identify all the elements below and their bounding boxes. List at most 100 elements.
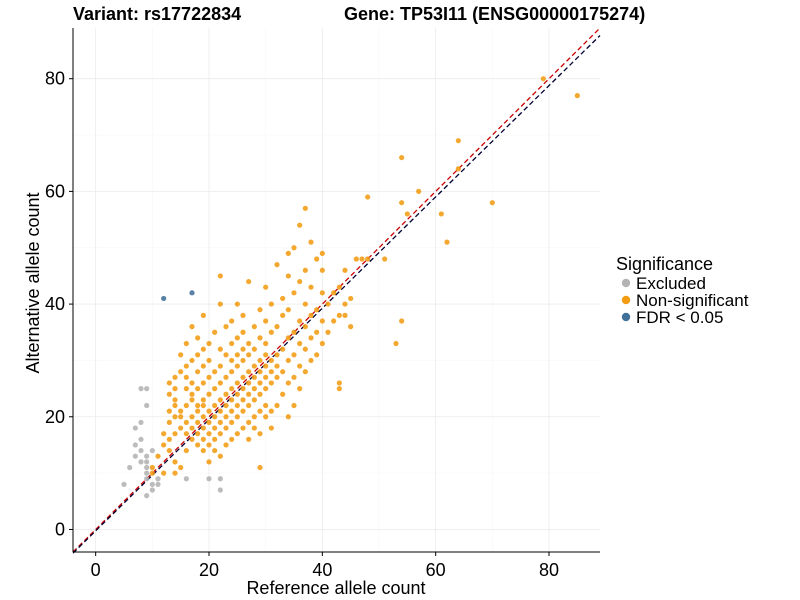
legend-label-non-significant: Non-significant: [636, 291, 749, 310]
point-non-significant: [263, 352, 269, 358]
x-tick-label: 0: [91, 560, 101, 580]
point-non-significant: [274, 352, 280, 358]
point-non-significant: [206, 431, 212, 437]
point-non-significant: [257, 380, 263, 386]
point-non-significant: [212, 402, 218, 409]
point-non-significant: [274, 374, 280, 380]
point-non-significant: [195, 431, 201, 437]
point-non-significant: [172, 431, 178, 437]
point-non-significant: [297, 318, 303, 324]
y-tick-label: 40: [45, 294, 65, 314]
point-non-significant: [217, 419, 223, 426]
y-tick-label: 0: [55, 519, 65, 539]
point-non-significant: [229, 397, 235, 403]
point-non-significant: [268, 329, 274, 335]
point-non-significant: [251, 397, 257, 403]
point-non-significant: [240, 346, 246, 352]
point-non-significant: [183, 340, 189, 347]
point-non-significant: [234, 335, 240, 341]
point-non-significant: [302, 301, 308, 307]
point-excluded: [132, 425, 138, 431]
point-non-significant: [251, 324, 257, 330]
point-non-significant: [268, 380, 274, 386]
point-excluded: [121, 481, 127, 487]
point-non-significant: [217, 380, 223, 386]
legend-title: Significance: [616, 254, 713, 274]
point-non-significant: [178, 408, 184, 414]
x-axis-title: Reference allele count: [246, 578, 425, 598]
point-non-significant: [302, 369, 308, 375]
point-non-significant: [161, 470, 167, 476]
point-non-significant: [285, 250, 291, 256]
point-non-significant: [297, 363, 303, 369]
point-non-significant: [246, 278, 252, 285]
point-non-significant: [234, 431, 240, 437]
point-non-significant: [200, 425, 206, 431]
point-non-significant: [223, 352, 229, 358]
point-non-significant: [189, 357, 195, 364]
point-non-significant: [331, 318, 337, 324]
point-non-significant: [200, 414, 206, 420]
point-non-significant: [183, 447, 189, 454]
point-non-significant: [234, 391, 240, 397]
point-non-significant: [223, 402, 229, 409]
grid: [73, 28, 600, 552]
point-non-significant: [195, 386, 201, 392]
point-non-significant: [263, 363, 269, 369]
point-non-significant: [229, 369, 235, 375]
point-non-significant: [223, 324, 229, 330]
point-non-significant: [195, 419, 201, 426]
legend: Significance Excluded Non-significant FD…: [616, 254, 749, 327]
y-tick-label: 20: [45, 407, 65, 427]
point-non-significant: [189, 391, 195, 397]
point-non-significant: [399, 154, 405, 161]
point-non-significant: [274, 363, 280, 369]
reference-lines: [72, 27, 601, 554]
point-non-significant: [348, 295, 354, 302]
point-excluded: [149, 447, 155, 454]
point-non-significant: [246, 419, 252, 426]
point-non-significant: [217, 346, 223, 352]
point-non-significant: [274, 262, 280, 268]
point-non-significant: [251, 374, 257, 380]
point-non-significant: [246, 391, 252, 397]
point-non-significant: [353, 256, 359, 262]
point-non-significant: [234, 363, 240, 369]
point-non-significant: [359, 256, 365, 262]
point-excluded: [144, 453, 150, 459]
point-non-significant: [263, 402, 269, 409]
point-non-significant: [212, 436, 218, 442]
point-non-significant: [399, 200, 405, 206]
gene-title: Gene: TP53I11 (ENSG00000175274): [344, 4, 645, 24]
point-fdr-0-05: [161, 295, 167, 302]
point-non-significant: [206, 357, 212, 364]
point-excluded: [155, 476, 161, 482]
y-tick-label: 80: [45, 69, 65, 89]
point-non-significant: [342, 301, 348, 307]
point-non-significant: [178, 369, 184, 375]
point-non-significant: [444, 239, 450, 245]
point-non-significant: [189, 436, 195, 442]
point-non-significant: [342, 267, 348, 273]
point-non-significant: [166, 391, 172, 397]
point-excluded: [138, 447, 144, 454]
point-non-significant: [314, 329, 320, 335]
point-non-significant: [274, 402, 280, 409]
point-non-significant: [540, 76, 546, 82]
point-non-significant: [291, 402, 297, 409]
point-non-significant: [314, 307, 320, 313]
point-non-significant: [285, 380, 291, 386]
point-non-significant: [314, 256, 320, 262]
point-non-significant: [246, 369, 252, 375]
axes: [72, 28, 600, 553]
legend-swatch-fdr: [621, 312, 631, 322]
point-non-significant: [308, 312, 314, 318]
point-non-significant: [280, 295, 286, 302]
point-non-significant: [240, 312, 246, 318]
point-non-significant: [297, 222, 303, 228]
point-non-significant: [263, 340, 269, 347]
point-non-significant: [189, 414, 195, 420]
point-non-significant: [336, 284, 342, 290]
point-non-significant: [206, 419, 212, 426]
point-non-significant: [200, 380, 206, 386]
